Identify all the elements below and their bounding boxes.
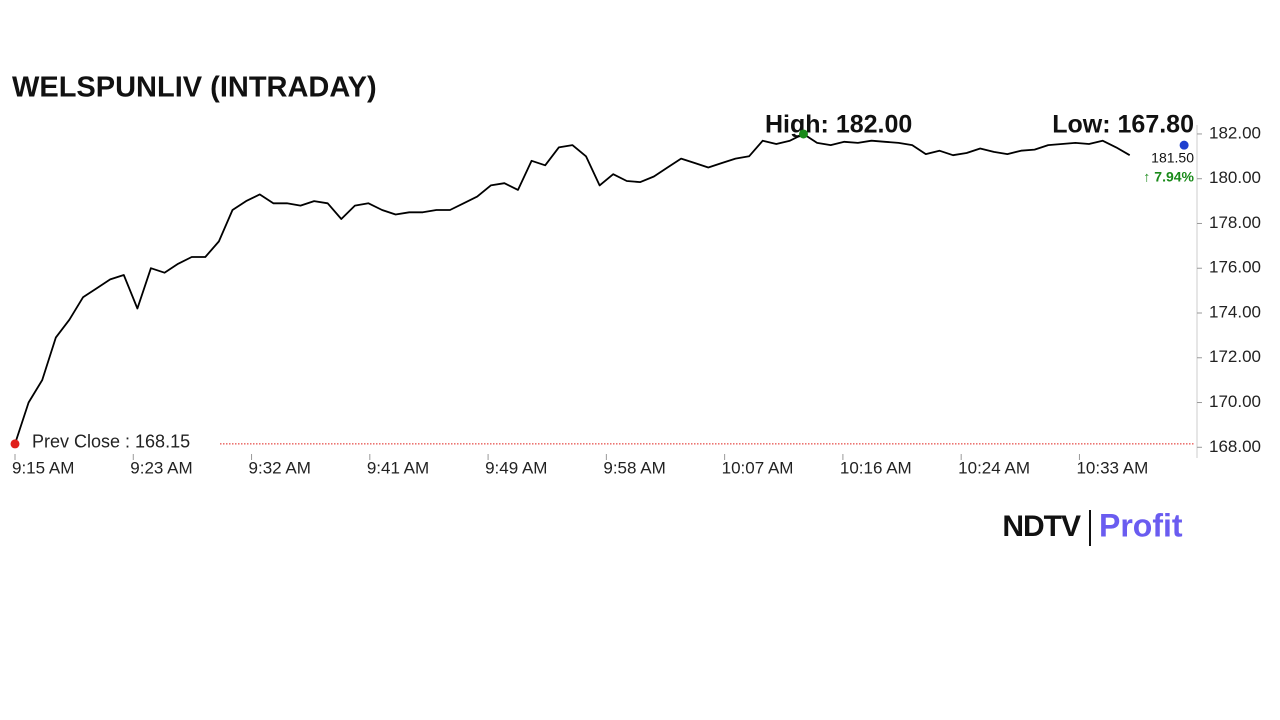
x-tick-label: 9:41 AM [367, 458, 429, 477]
y-tick-label: 176.00 [1209, 258, 1261, 277]
x-tick-label: 9:58 AM [603, 458, 665, 477]
chart-title: WELSPUNLIV (INTRADAY) [12, 72, 377, 104]
x-tick-label: 9:15 AM [12, 458, 74, 477]
logo-left: NDTV [1002, 510, 1081, 543]
x-tick-label: 10:07 AM [722, 458, 794, 477]
y-tick-label: 178.00 [1209, 213, 1261, 232]
prev-close-label: Prev Close : 168.15 [32, 432, 190, 452]
logo-right: Profit [1099, 507, 1183, 543]
start-point [10, 439, 20, 449]
last-price-label: 181.50 [1151, 150, 1194, 166]
y-tick-label: 172.00 [1209, 347, 1261, 366]
y-tick-label: 170.00 [1209, 392, 1261, 411]
last-point [1179, 140, 1189, 150]
y-tick-label: 168.00 [1209, 437, 1261, 456]
low-label: Low: 167.80 [1052, 111, 1194, 139]
change-label: ↑ 7.94% [1143, 169, 1194, 185]
y-tick-label: 180.00 [1209, 168, 1261, 187]
y-tick-label: 174.00 [1209, 302, 1261, 321]
x-tick-label: 9:23 AM [130, 458, 192, 477]
x-tick-label: 10:24 AM [958, 458, 1030, 477]
high-point [798, 129, 808, 139]
x-tick-label: 10:16 AM [840, 458, 912, 477]
x-tick-label: 10:33 AM [1076, 458, 1148, 477]
x-tick-label: 9:49 AM [485, 458, 547, 477]
y-tick-label: 182.00 [1209, 123, 1261, 142]
price-line [15, 134, 1184, 444]
x-tick-label: 9:32 AM [249, 458, 311, 477]
high-label: High: 182.00 [765, 111, 912, 139]
